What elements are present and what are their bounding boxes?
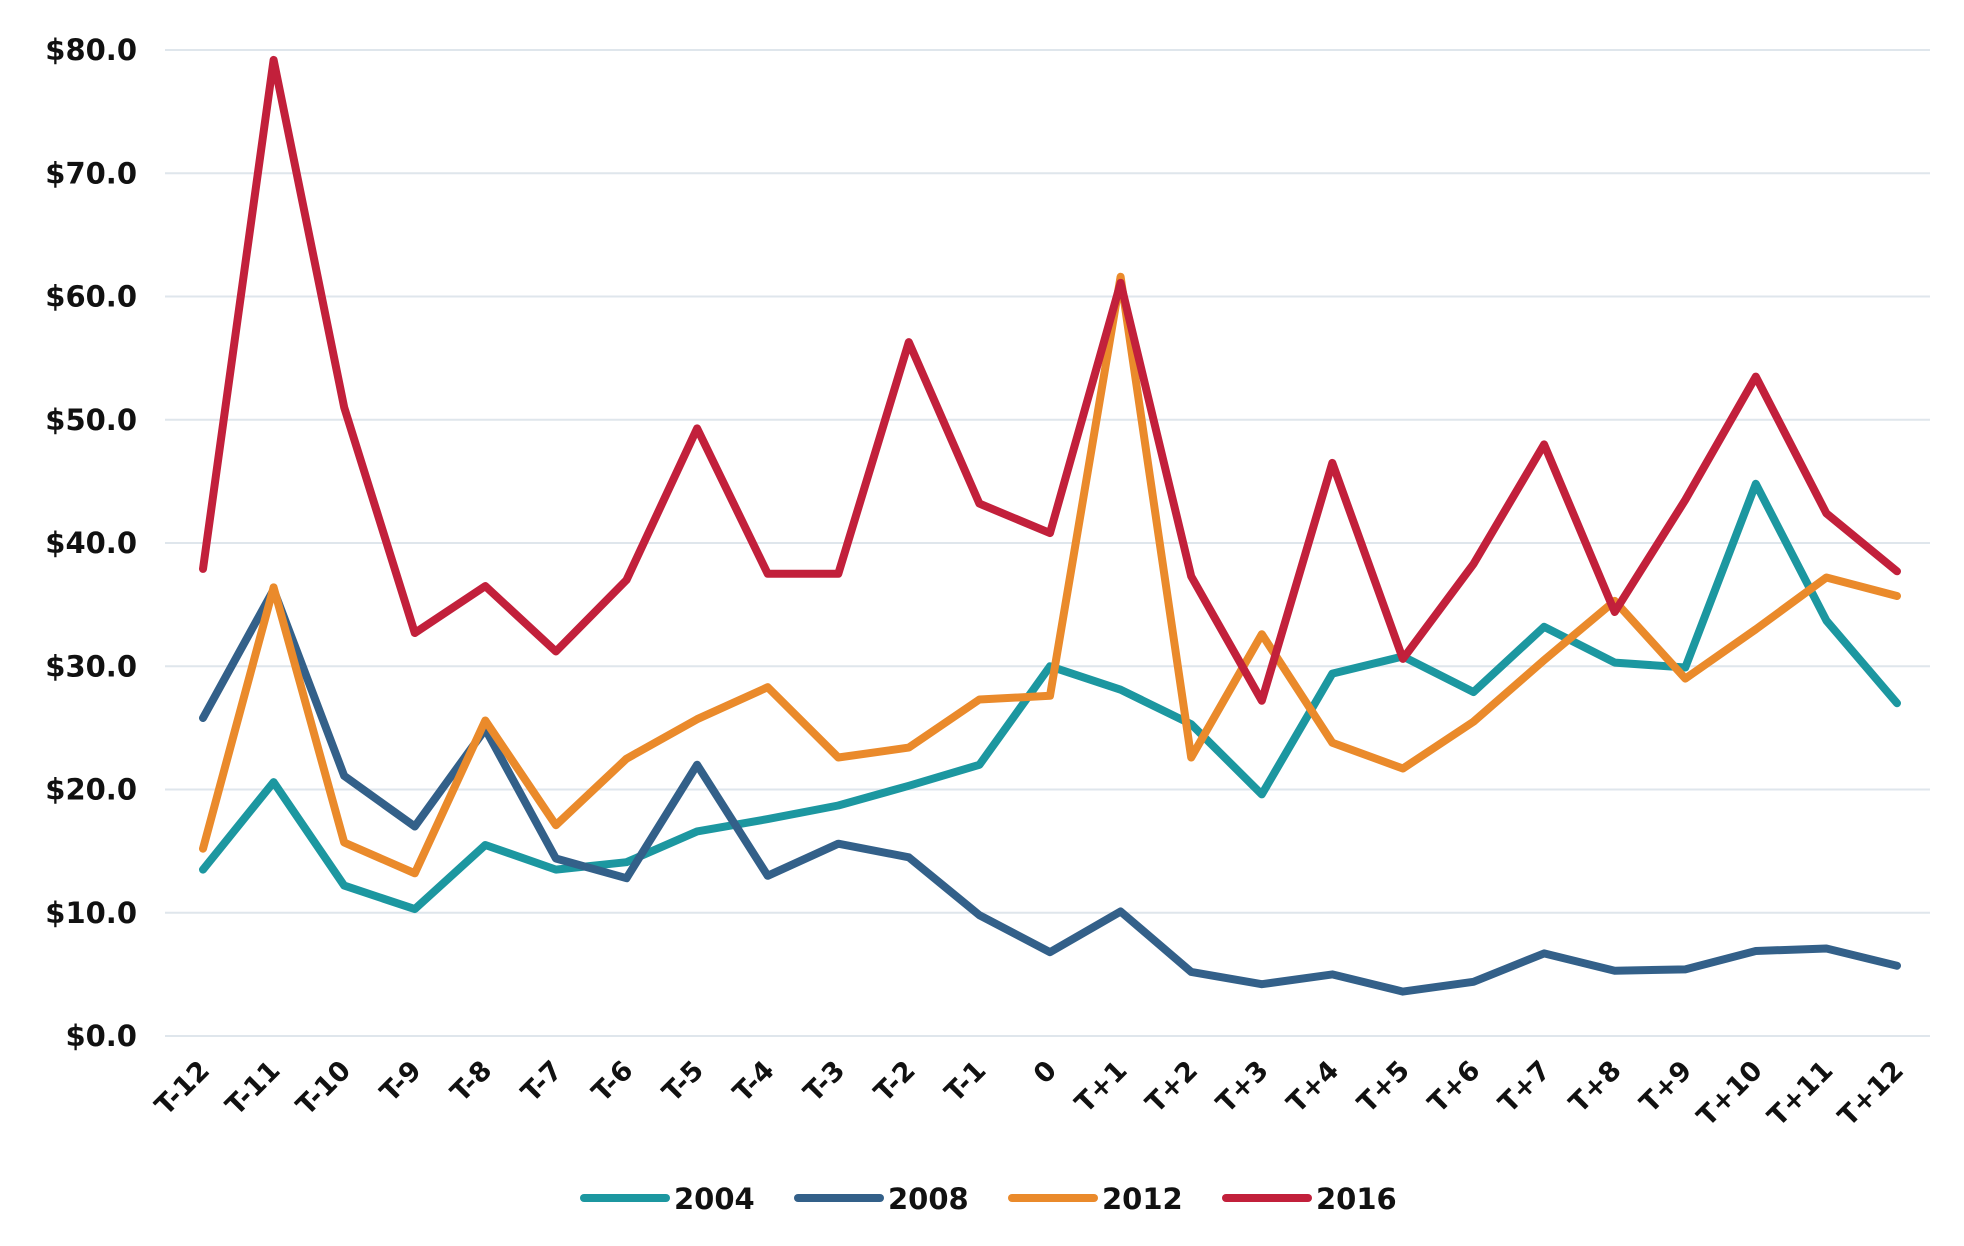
y-tick-label: $0.0 <box>65 1019 137 1053</box>
legend-label-2016: 2016 <box>1316 1182 1397 1216</box>
x-tick-label: T-12 <box>149 1055 216 1122</box>
y-tick-label: $50.0 <box>45 403 137 437</box>
y-tick-label: $80.0 <box>45 33 137 67</box>
x-tick-label: T+9 <box>1634 1055 1698 1119</box>
y-tick-label: $60.0 <box>45 280 137 314</box>
x-tick-label: T+12 <box>1832 1055 1910 1133</box>
legend-label-2012: 2012 <box>1102 1182 1183 1216</box>
x-tick-label: T-4 <box>727 1055 780 1108</box>
y-tick-label: $30.0 <box>45 649 137 683</box>
x-tick-label: T+8 <box>1563 1055 1627 1119</box>
x-tick-label: T+3 <box>1210 1055 1274 1119</box>
gridlines <box>165 49 1930 1037</box>
series-lines <box>199 55 1901 996</box>
series-line-2004 <box>199 479 1901 914</box>
x-tick-label: T+2 <box>1140 1055 1204 1119</box>
x-tick-label: T-6 <box>586 1055 639 1108</box>
x-tick-label: T+11 <box>1762 1055 1840 1133</box>
x-tick-label: T-10 <box>290 1055 357 1122</box>
x-tick-label: T+5 <box>1352 1055 1416 1119</box>
y-axis-tick-labels: $0.0 $10.0 $20.0 $30.0 $40.0 $50.0 $60.0 $70.0 $… <box>45 33 137 1053</box>
x-tick-label: T-1 <box>939 1055 992 1108</box>
legend-label-2008: 2008 <box>888 1182 969 1216</box>
x-tick-label: T+10 <box>1691 1055 1769 1133</box>
x-tick-label: 0 <box>1028 1055 1063 1090</box>
x-tick-label: T+7 <box>1493 1055 1557 1119</box>
y-tick-label: $40.0 <box>45 526 137 560</box>
x-axis-tick-labels: T-12 T-11 T-10 T-9 T-8 T-7 T-6 T-5 T-4 T-3 T-2 T-1 0… <box>149 1055 1910 1133</box>
series-line-2016 <box>199 55 1901 705</box>
x-tick-label: T-2 <box>868 1055 921 1108</box>
x-tick-label: T-9 <box>374 1055 427 1108</box>
x-tick-label: T-8 <box>445 1055 498 1108</box>
x-tick-label: T+6 <box>1422 1055 1486 1119</box>
legend-label-2004: 2004 <box>674 1182 755 1216</box>
series-line-2012 <box>199 272 1901 878</box>
x-tick-label: T-5 <box>657 1055 710 1108</box>
x-tick-label: T+4 <box>1281 1055 1345 1119</box>
x-tick-label: T-7 <box>516 1055 569 1108</box>
x-tick-label: T-3 <box>798 1055 851 1108</box>
legend: 2004 2008 2012 2016 <box>580 1182 1397 1216</box>
x-tick-label: T-11 <box>220 1055 287 1122</box>
y-tick-label: $10.0 <box>45 896 137 930</box>
y-tick-label: $70.0 <box>45 156 137 190</box>
y-tick-label: $20.0 <box>45 773 137 807</box>
x-tick-label: T+1 <box>1069 1055 1133 1119</box>
